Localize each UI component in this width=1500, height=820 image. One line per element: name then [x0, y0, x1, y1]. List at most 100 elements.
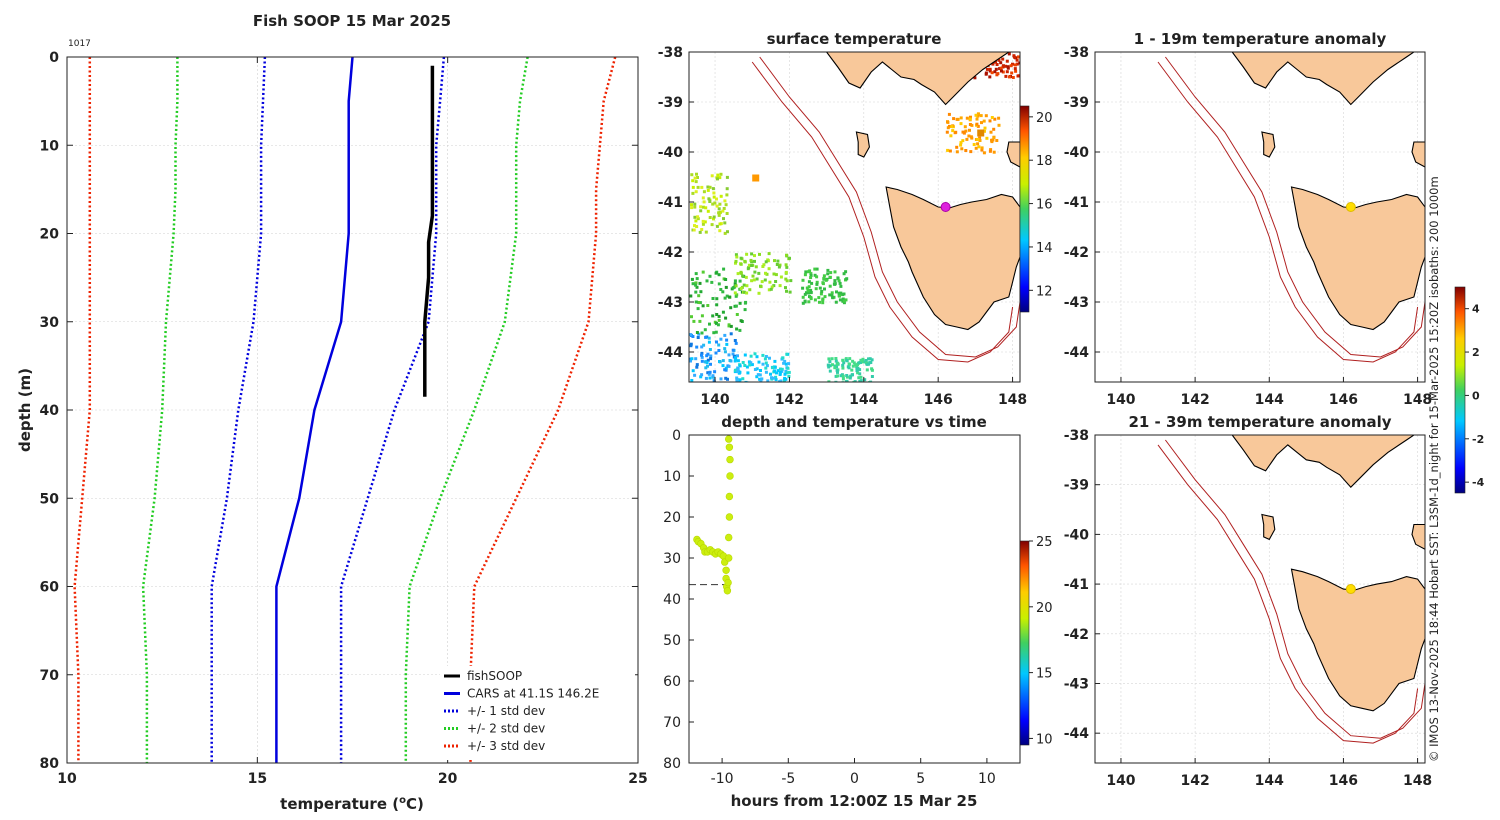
y-tick-label: 10 [663, 469, 681, 485]
x-tick-label: 10 [978, 771, 996, 787]
sst-pixel [734, 341, 738, 345]
sst-pixel [706, 185, 710, 189]
sst-pixel [701, 219, 705, 223]
sst-pixel [786, 366, 790, 370]
x-tick-label: 146 [1329, 392, 1358, 408]
y-tick-label: -43 [1064, 295, 1089, 311]
y-tick-label: -42 [1064, 627, 1089, 643]
sst-pixel [701, 304, 705, 308]
sst-pixel [973, 76, 977, 80]
sst-pixel [842, 361, 846, 365]
sst-pixel [855, 364, 859, 368]
sst-pixel [735, 327, 739, 331]
sst-pixel [970, 123, 974, 127]
sst-pixel [951, 129, 955, 133]
sst-pixel [750, 252, 754, 256]
y-tick-label: 80 [40, 756, 60, 772]
sst-pixel [809, 272, 813, 276]
sst-pixel [810, 281, 814, 285]
sst-pixel [861, 357, 865, 361]
isobath-200m [1164, 439, 1425, 739]
sst-pixel [967, 134, 971, 138]
sst-pixel [700, 351, 704, 355]
sst-pixel [985, 67, 989, 71]
sst-pixel [758, 377, 762, 381]
sst-pixel [739, 287, 743, 290]
x-tick-label: 148 [998, 392, 1027, 408]
sst-pixel [753, 368, 757, 371]
sst-pixel [1015, 58, 1019, 62]
sst-pixel [955, 117, 959, 121]
profile-grid [66, 56, 639, 764]
sst-pixel [764, 366, 768, 370]
profile-y-label: depth (m) [16, 368, 34, 452]
sst-pixel [774, 375, 778, 379]
sst-pixel [974, 113, 978, 117]
sst-pixel [778, 367, 782, 371]
sst-pixel [717, 282, 721, 286]
sst-pixel [822, 274, 826, 278]
sst-pixel [784, 286, 787, 290]
sst-colorbar-bar [1019, 105, 1030, 313]
sst-pixel [762, 263, 766, 267]
sst-pixel [830, 293, 834, 297]
data-point [722, 566, 730, 574]
sst-pixel [834, 300, 838, 304]
sst-pixel [690, 173, 694, 177]
sst-pixel [710, 174, 714, 178]
time-ticks: -10 -5 0 5 10 0 10 20 30 40 50 60 70 80 [663, 428, 996, 787]
sst-pixel [706, 188, 710, 192]
y-tick-label: -42 [1064, 245, 1089, 261]
time-x-label: hours from 12:00Z 15 Mar 25 [731, 792, 978, 810]
sst-pixel [758, 373, 762, 377]
sst-pixel [1016, 74, 1020, 78]
sst-pixel [708, 348, 712, 351]
sst-pixel [1015, 62, 1019, 66]
sst-pixel [700, 228, 704, 231]
sst-pixel [705, 279, 709, 283]
x-tick-label: -10 [711, 771, 734, 787]
data-point [725, 492, 734, 501]
sst-pixel [845, 277, 849, 281]
sst-pixel [712, 331, 716, 335]
sst-pixel [733, 339, 737, 342]
y-tick-label: -38 [658, 45, 683, 61]
sst-pixel [757, 360, 761, 364]
sst-pixel [722, 207, 726, 210]
legend-label: +/- 1 std dev [467, 704, 545, 718]
sst-pixel [717, 207, 721, 211]
sst-pixel [734, 284, 738, 288]
sst-pixel [709, 357, 713, 361]
profile-id-label: 1017 [68, 39, 91, 49]
voyage-marker [1345, 202, 1356, 212]
sst-pixel [778, 373, 782, 376]
sst-pixel [827, 365, 831, 369]
sst-pixel [801, 295, 805, 299]
sst-pixel [990, 116, 994, 119]
sst-pixel [844, 298, 848, 302]
sst-pixel [803, 273, 807, 277]
sst-pixel [696, 185, 700, 189]
sst-pixel [704, 230, 708, 234]
sst-pixel [784, 263, 788, 267]
sst-pixel [694, 281, 698, 285]
sst-pixel [745, 365, 749, 369]
sst-pixel [707, 372, 711, 376]
time-panel: depth and temperature vs time -10 -5 0 5 10 0… [663, 413, 1052, 810]
flinders-island [1411, 523, 1425, 550]
sst-pixel [778, 284, 782, 288]
colorbar-tick-label: 10 [1036, 732, 1053, 747]
colorbar-tick-label: 20 [1036, 111, 1053, 126]
sst-pixel [695, 365, 699, 369]
sst-pixel [785, 289, 788, 293]
sst-pixel [778, 370, 782, 374]
sst-pixel [712, 191, 716, 195]
sst-pixel [773, 359, 777, 363]
sst-pixel [745, 284, 749, 288]
y-tick-label: 40 [40, 403, 60, 419]
sst-pixel [993, 70, 997, 74]
sst-pixel [1005, 59, 1009, 63]
sst-pixel [700, 353, 703, 357]
sst-pixel [696, 215, 700, 219]
sst-pixel [972, 143, 976, 146]
